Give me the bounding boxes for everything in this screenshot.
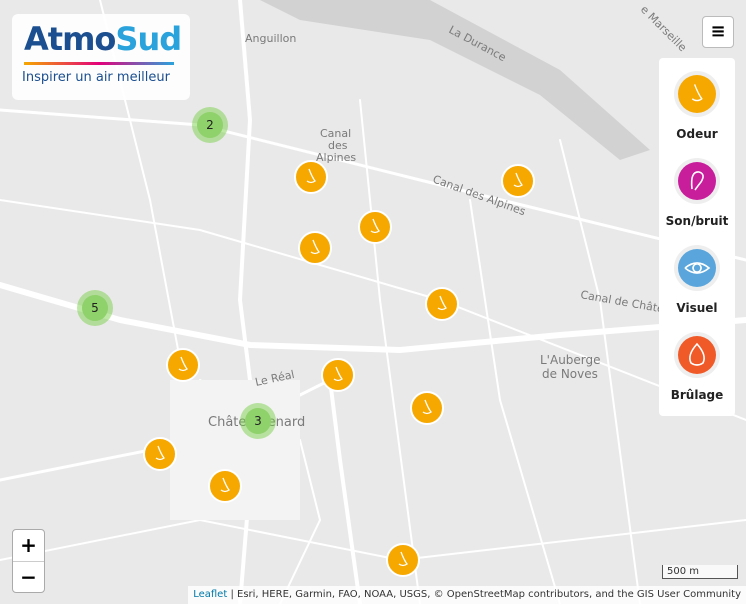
cluster-core [82, 295, 108, 321]
nose-icon [333, 366, 343, 382]
odour-marker[interactable] [166, 348, 200, 382]
nose-icon [437, 295, 447, 311]
logo-tagline: Inspirer un air meilleur [22, 70, 170, 85]
legend-label[interactable]: Son/bruit [665, 214, 729, 228]
odour-marker[interactable] [501, 164, 535, 198]
cluster-count: 2 [206, 118, 214, 132]
marker-circle [143, 437, 177, 471]
menu-button[interactable]: ≡ [702, 16, 734, 48]
place-label: L'Auberge [540, 353, 601, 367]
logo-swoosh [24, 62, 174, 65]
attribution-text: | Esri, HERE, Garmin, FAO, NOAA, USGS, ©… [230, 589, 741, 600]
cluster[interactable]: 5 [77, 290, 113, 326]
odour-marker[interactable] [425, 287, 459, 321]
legend-label[interactable]: Odeur [676, 127, 718, 141]
odour-marker[interactable] [358, 210, 392, 244]
ear-icon [690, 171, 704, 191]
odour-marker[interactable] [410, 391, 444, 425]
marker-circle [208, 469, 242, 503]
eye-icon [684, 262, 711, 274]
logo-sud: Sud [115, 20, 182, 58]
legend-label[interactable]: Brûlage [670, 388, 724, 402]
marker-circle [321, 358, 355, 392]
scale-bar: 500 m [662, 565, 738, 579]
legend-icon [678, 249, 716, 287]
legend-icon [678, 75, 716, 113]
nose-icon [155, 445, 165, 461]
legend-label[interactable]: Visuel [676, 301, 718, 315]
odour-marker[interactable] [386, 543, 420, 577]
nose-icon [310, 239, 320, 255]
odour-marker[interactable] [321, 358, 355, 392]
odour-marker[interactable] [298, 231, 332, 265]
nose-icon [398, 551, 408, 567]
place-label: e Marseille [638, 3, 689, 54]
place-label: des [328, 139, 348, 152]
marker-circle [358, 210, 392, 244]
nose-icon [306, 168, 316, 184]
legend-icons [674, 71, 720, 378]
nose-icon [220, 477, 230, 493]
logo-name: AtmoSud [24, 20, 182, 58]
legend: Odeur Son/bruit Visuel Brûlage [659, 58, 735, 416]
cluster-core [245, 408, 271, 434]
clusters: 2 5 3 [77, 107, 276, 439]
zoom-in[interactable]: + [13, 530, 44, 562]
markers [143, 160, 535, 577]
cluster[interactable]: 2 [192, 107, 228, 143]
logo[interactable]: AtmoSud Inspirer un air meilleur [12, 14, 190, 100]
cluster[interactable]: 3 [240, 403, 276, 439]
zoom-control: + − [12, 529, 45, 593]
river [260, 0, 650, 160]
attribution: Leaflet | Esri, HERE, Garmin, FAO, NOAA,… [188, 586, 746, 604]
logo-atmo: Atmo [24, 20, 116, 58]
place-label: Canal [320, 127, 351, 140]
nose-icon [178, 356, 188, 372]
marker-circle [425, 287, 459, 321]
marker-circle [166, 348, 200, 382]
place-label: Anguillon [245, 32, 296, 45]
marker-circle [294, 160, 328, 194]
nose-icon [370, 218, 380, 234]
odour-marker[interactable] [143, 437, 177, 471]
marker-circle [410, 391, 444, 425]
nose-icon [422, 399, 432, 415]
marker-circle [386, 543, 420, 577]
cluster-core [197, 112, 223, 138]
nose-icon [691, 84, 703, 102]
marker-circle [298, 231, 332, 265]
nose-icon [513, 172, 523, 188]
marker-circle [501, 164, 535, 198]
legend-icon [678, 336, 716, 374]
leaflet-link[interactable]: Leaflet [193, 589, 228, 600]
cluster-count: 3 [254, 414, 262, 428]
place-label: de Noves [542, 367, 598, 381]
zoom-out[interactable]: − [20, 565, 37, 589]
cluster-count: 5 [91, 301, 99, 315]
odour-marker[interactable] [208, 469, 242, 503]
place-label: Alpines [316, 151, 356, 164]
odour-marker[interactable] [294, 160, 328, 194]
legend-icon [678, 162, 716, 200]
flame-icon [689, 342, 705, 366]
